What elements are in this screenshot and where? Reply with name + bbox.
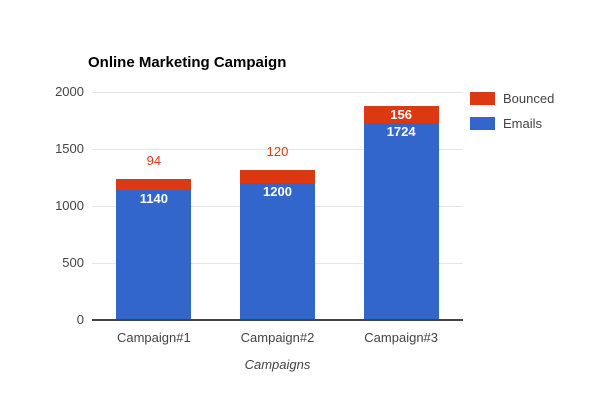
- legend-label: Bounced: [503, 91, 555, 106]
- bar-segment-bounced: [240, 169, 315, 184]
- bar-segment-emails: 1200: [240, 183, 315, 320]
- bar-campaign-3: 156 1724: [363, 105, 439, 320]
- legend-swatch: [470, 117, 495, 130]
- x-category-label: Campaign#1: [116, 330, 191, 345]
- bar-segment-bounced: [116, 179, 192, 191]
- bar-segment-emails: 1724: [363, 123, 439, 320]
- legend: Bounced Emails: [470, 91, 554, 141]
- x-category-label: Campaign#3: [364, 330, 439, 345]
- bar-campaign-2: 1200: [240, 169, 315, 320]
- plot-area: 94 1140 120 1200 156 1724: [92, 92, 463, 321]
- bar-value-label-emails: 1200: [263, 184, 292, 200]
- bar-value-label-emails: 1140: [139, 191, 168, 207]
- bar-segment-emails: 1140: [116, 190, 192, 320]
- bar-value-label-emails: 1724: [386, 124, 416, 140]
- y-tick-label: 500: [62, 255, 84, 270]
- legend-swatch: [470, 92, 495, 105]
- y-tick-label: 0: [76, 312, 84, 327]
- bar-value-label-bounced: 156: [390, 106, 412, 122]
- bar-value-label-bounced: 94: [146, 153, 162, 169]
- gridline: [92, 149, 463, 150]
- legend-item-emails: Emails: [470, 116, 554, 131]
- y-tick-label: 2000: [55, 84, 84, 99]
- bar-value-label-bounced: 120: [266, 143, 289, 159]
- chart-title: Online Marketing Campaign: [88, 54, 287, 71]
- bar-segment-bounced: 156: [363, 105, 439, 124]
- legend-label: Emails: [503, 116, 543, 131]
- x-axis-line: [92, 319, 463, 321]
- bar-campaign-1: 1140: [116, 179, 192, 320]
- y-tick-label: 1000: [55, 198, 84, 213]
- y-tick-label: 1500: [55, 141, 84, 156]
- legend-item-bounced: Bounced: [470, 91, 554, 106]
- x-axis-title: Campaigns: [244, 357, 311, 372]
- gridline: [92, 92, 463, 93]
- x-category-label: Campaign#2: [240, 330, 315, 345]
